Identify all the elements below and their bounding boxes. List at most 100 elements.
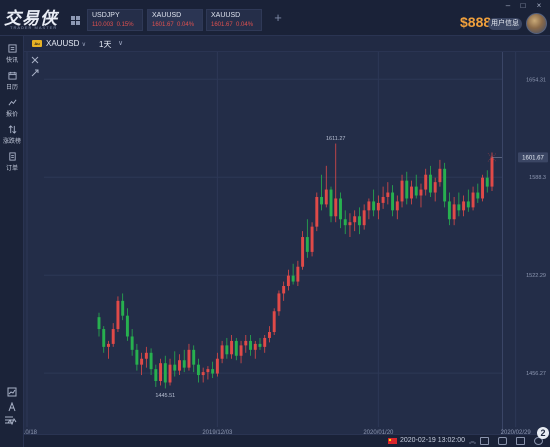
tab-xauusd[interactable]: XAUUSD 1601.67 0.04%: [206, 9, 262, 31]
symbol-dropdown[interactable]: XAUUSD ∨: [46, 39, 86, 48]
candle: [410, 180, 413, 205]
tab-usdjpy[interactable]: USDJPY 110.003 0.15%: [87, 9, 143, 31]
candle: [116, 296, 120, 333]
candle: [414, 174, 418, 199]
candle: [357, 207, 361, 235]
candle-body: [315, 196, 319, 227]
help-badge[interactable]: 2: [537, 427, 549, 439]
logo-subtitle: TRADER MASTER: [10, 25, 58, 30]
y-tick-label: 1522.29: [526, 273, 546, 279]
camera-icon[interactable]: [498, 437, 507, 445]
candle: [182, 349, 186, 373]
candle-body: [301, 237, 305, 267]
close-icon[interactable]: [31, 56, 39, 64]
candle-series: [97, 143, 494, 389]
user-info-button[interactable]: 用户信息: [488, 18, 522, 30]
tab-price: 1601.67 0.04%: [152, 22, 195, 28]
sidebar-item-calendar[interactable]: 日历: [0, 69, 24, 95]
candle-body: [386, 192, 390, 197]
candle: [438, 159, 442, 187]
chevron-up-icon[interactable]: ︽: [469, 438, 476, 445]
candle: [353, 210, 357, 232]
candle: [452, 196, 456, 226]
candle-body: [372, 201, 376, 211]
candle-body: [140, 358, 144, 365]
candle: [315, 192, 319, 232]
candle-body: [163, 363, 167, 383]
candle: [324, 165, 328, 208]
sidebar-item-quotes[interactable]: 报价: [0, 96, 24, 122]
video-icon[interactable]: [516, 437, 525, 445]
candle-body: [159, 363, 163, 381]
close-button[interactable]: ×: [536, 1, 542, 10]
candle: [215, 352, 219, 377]
candle-body: [462, 201, 466, 211]
candle: [249, 334, 252, 356]
expand-icon[interactable]: [31, 69, 39, 77]
user-avatar[interactable]: [526, 13, 547, 34]
status-bar: 2020-02-19 13:02:00 ︽ 2: [24, 427, 550, 447]
candle: [362, 204, 366, 230]
candle: [140, 352, 144, 376]
candle-body: [376, 202, 380, 211]
candle-body: [305, 237, 309, 252]
sidebar-item-label: 涨跌榜: [2, 139, 21, 145]
candle: [471, 186, 475, 211]
price-axis: 1654.31 1588.3 1522.29 1456.27 9/10/18 2019/1…: [24, 52, 546, 434]
candle: [187, 343, 191, 371]
account-balance: $888: [460, 14, 492, 30]
candle: [286, 269, 290, 291]
candle: [149, 348, 153, 376]
candle: [462, 195, 466, 217]
candle: [476, 183, 480, 203]
chevron-down-icon[interactable]: ∨: [118, 40, 124, 47]
candle: [201, 367, 205, 383]
candle-body: [182, 360, 186, 368]
tab-xauusd-active[interactable]: XAUUSD 1601.67 0.04%: [147, 9, 203, 31]
left-sidebar: 快讯 日历 报价 涨跌榜 订单: [0, 36, 24, 447]
sidebar-item-label: 日历: [5, 85, 18, 91]
window-icon[interactable]: [480, 437, 489, 445]
candle-body: [428, 174, 432, 193]
candle-body: [395, 201, 399, 211]
grid-layout-icon[interactable]: [71, 16, 80, 25]
candle-body: [296, 266, 300, 282]
candle: [334, 143, 338, 223]
candle-body: [196, 364, 200, 376]
maximize-button[interactable]: □: [520, 1, 526, 10]
candle-body: [178, 360, 181, 371]
text-draw-icon[interactable]: [7, 402, 17, 412]
candle: [102, 326, 106, 353]
price-annotation: 1445.51: [155, 393, 175, 399]
candle-body: [253, 343, 257, 350]
interval-dropdown[interactable]: 1天: [99, 40, 112, 49]
menu-icon[interactable]: [4, 415, 14, 425]
candle: [348, 213, 352, 238]
sidebar-item-label: 报价: [5, 112, 18, 118]
candle: [272, 308, 276, 335]
sidebar-item-ranking[interactable]: 涨跌榜: [0, 123, 24, 149]
candle-body: [400, 180, 404, 202]
candle: [130, 329, 134, 356]
last-price-tag-bg: [518, 152, 548, 163]
candle: [419, 183, 423, 208]
candle-body: [466, 201, 470, 208]
candle: [225, 337, 229, 359]
minimize-button[interactable]: –: [505, 1, 511, 10]
candle: [400, 174, 404, 208]
tab-symbol: XAUUSD: [211, 12, 241, 19]
wave-icon[interactable]: [7, 417, 17, 427]
candle-body: [476, 192, 480, 199]
candlestick-chart[interactable]: 1611.27 1445.51 1601.67 1654.31 1588.3 1522.…: [24, 52, 550, 434]
candle: [258, 337, 262, 350]
candle-body: [211, 369, 215, 374]
add-tab-button[interactable]: +: [274, 10, 282, 25]
candle-body: [130, 336, 134, 350]
candle-body: [334, 198, 338, 217]
sidebar-item-orders[interactable]: 订单: [0, 150, 24, 176]
candle-body: [154, 369, 158, 381]
candle-body: [414, 186, 418, 196]
indicator-icon[interactable]: [7, 387, 17, 397]
sidebar-item-news[interactable]: 快讯: [0, 42, 24, 68]
candle: [301, 231, 305, 270]
